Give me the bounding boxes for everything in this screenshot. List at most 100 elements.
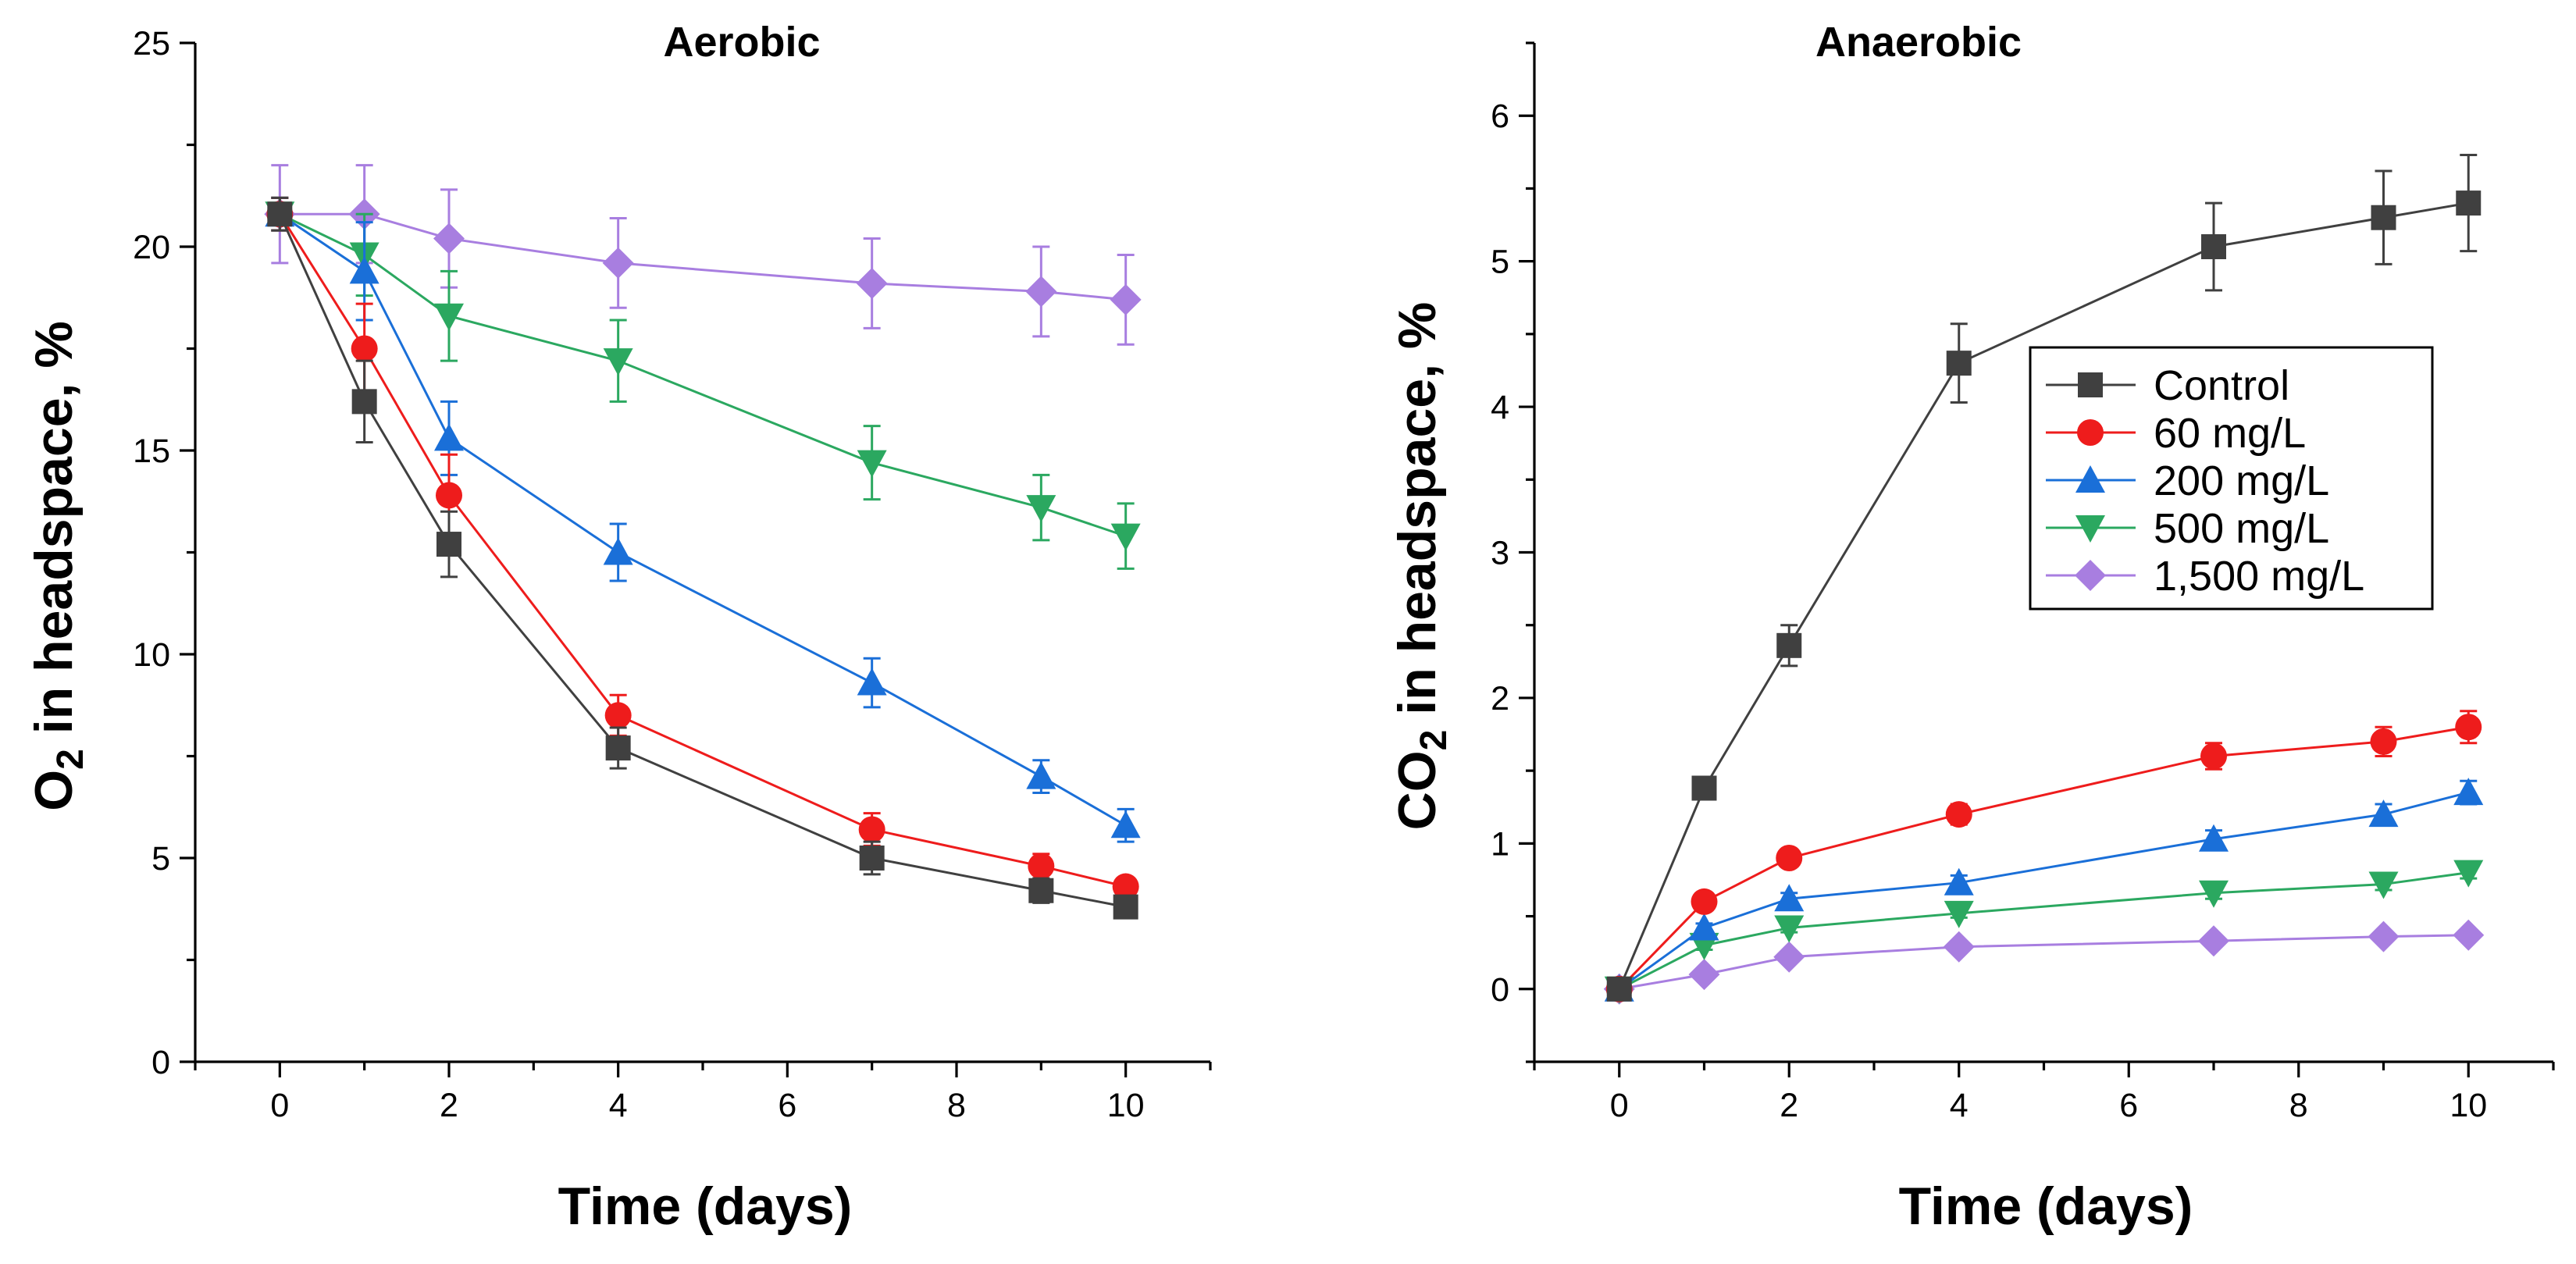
aerobic-axes: 0 2 4 6 8 10 0 5 10 15 20 25: [133, 25, 1212, 1124]
data-point: [1776, 632, 1802, 658]
data-point: [602, 247, 634, 279]
legend-marker: [2077, 419, 2104, 446]
data-point: [2371, 205, 2396, 230]
legend-item-500-mg-l: 500 mg/L: [2046, 505, 2329, 552]
anaerobic-series-500-mg-l: [1604, 860, 2484, 1004]
data-point: [349, 256, 379, 284]
data-point: [1691, 775, 1717, 801]
data-point: [433, 223, 465, 255]
aerobic-y-axis-title-main: O: [24, 770, 84, 811]
anaerobic-y-tick-label: 2: [1491, 680, 1509, 717]
data-point: [857, 668, 887, 696]
aerobic-x-tick-label: 0: [270, 1087, 289, 1124]
data-point: [1689, 913, 1719, 941]
aerobic-y-tick-label: 15: [133, 433, 170, 470]
data-point: [2455, 714, 2482, 741]
anaerobic-x-tick-label: 4: [1950, 1087, 1969, 1124]
aerobic-y-tick-label: 0: [151, 1044, 170, 1081]
data-point: [1944, 900, 1974, 928]
legend-label: 200 mg/L: [2154, 458, 2329, 504]
data-point: [267, 201, 293, 227]
legend-label: 1,500 mg/L: [2154, 553, 2364, 600]
data-point: [2368, 920, 2400, 952]
legend-label: 500 mg/L: [2154, 505, 2329, 552]
aerobic-x-tick-label: 2: [440, 1087, 458, 1124]
series-line: [1619, 871, 2469, 991]
data-point: [1606, 976, 1632, 1002]
data-point: [859, 846, 885, 871]
anaerobic-y-tick-label: 1: [1491, 825, 1509, 863]
series-line: [279, 212, 1127, 827]
anaerobic-series-60-mg-l: [1605, 710, 2482, 1002]
legend-item-200-mg-l: 200 mg/L: [2046, 458, 2329, 504]
data-point: [1945, 801, 1972, 828]
legend-item-60-mg-l: 60 mg/L: [2046, 410, 2306, 457]
data-point: [1944, 867, 1974, 895]
anaerobic-x-tick-label: 8: [2289, 1087, 2308, 1124]
data-point: [605, 735, 631, 761]
data-point: [1776, 845, 1803, 871]
data-point: [1691, 888, 1718, 915]
data-point: [2370, 728, 2397, 755]
data-point: [2199, 880, 2229, 908]
anaerobic-y-tick-label: 6: [1491, 98, 1509, 135]
data-point: [436, 482, 462, 509]
data-point: [2198, 925, 2229, 957]
data-point: [1688, 959, 1720, 991]
aerobic-series: [264, 164, 1142, 920]
anaerobic-x-tick-label: 0: [1610, 1087, 1629, 1124]
data-point: [604, 702, 632, 729]
series-line: [1619, 934, 2469, 991]
data-point: [2453, 919, 2485, 951]
legend-item-1-500-mg-l: 1,500 mg/L: [2046, 553, 2364, 600]
panel-anaerobic: Anaerobic Time (days) CO2 in headspace, …: [1388, 19, 2555, 1236]
data-point: [2453, 778, 2484, 806]
aerobic-x-tick-label: 4: [609, 1087, 628, 1124]
data-point: [1773, 941, 1805, 973]
data-point: [2200, 742, 2227, 770]
series-line: [1618, 791, 2469, 991]
anaerobic-y-axis-title-main: CO: [1388, 750, 1447, 830]
data-point: [351, 335, 378, 362]
legend-label: Control: [2154, 362, 2289, 409]
aerobic-series-control: [267, 196, 1138, 920]
aerobic-y-axis-title-sub: 2: [50, 749, 91, 770]
legend-marker: [2075, 515, 2105, 543]
anaerobic-x-axis-title: Time (days): [1899, 1177, 2193, 1236]
anaerobic-title: Anaerobic: [1815, 19, 2022, 66]
anaerobic-y-axis-title-sub: 2: [1413, 730, 1455, 751]
data-point: [1110, 810, 1141, 839]
anaerobic-x-tick-label: 2: [1780, 1087, 1798, 1124]
data-point: [858, 816, 885, 843]
aerobic-y-tick-label: 25: [133, 25, 170, 62]
anaerobic-y-axis-title: CO2 in headspace, %: [1388, 302, 1455, 831]
aerobic-series-500-mg-l: [265, 196, 1141, 570]
aerobic-title: Aerobic: [663, 19, 820, 66]
data-point: [434, 303, 464, 331]
data-point: [436, 532, 461, 557]
data-point: [2453, 860, 2484, 888]
series-line: [278, 213, 1126, 909]
data-point: [1113, 894, 1138, 920]
data-point: [603, 348, 633, 376]
data-point: [1774, 884, 1805, 912]
data-point: [1110, 523, 1141, 551]
anaerobic-series: [1603, 154, 2485, 1005]
data-point: [1026, 495, 1056, 523]
anaerobic-y-tick-label: 5: [1491, 244, 1509, 281]
data-point: [856, 267, 888, 299]
aerobic-y-tick-label: 5: [151, 840, 170, 878]
anaerobic-axes: 0 2 4 6 8 10 0 1 2 3 4 5 6: [1491, 41, 2555, 1124]
aerobic-series-60-mg-l: [266, 196, 1139, 900]
data-point: [2368, 799, 2399, 828]
aerobic-x-tick-label: 8: [947, 1087, 966, 1124]
data-point: [1026, 761, 1056, 789]
data-point: [1774, 915, 1805, 943]
anaerobic-series-control: [1606, 154, 2482, 1002]
aerobic-y-axis-title-rest: in headspace, %: [24, 321, 84, 749]
legend-label: 60 mg/L: [2154, 410, 2306, 457]
aerobic-series-1-500-mg-l: [264, 164, 1142, 346]
data-point: [603, 537, 633, 565]
